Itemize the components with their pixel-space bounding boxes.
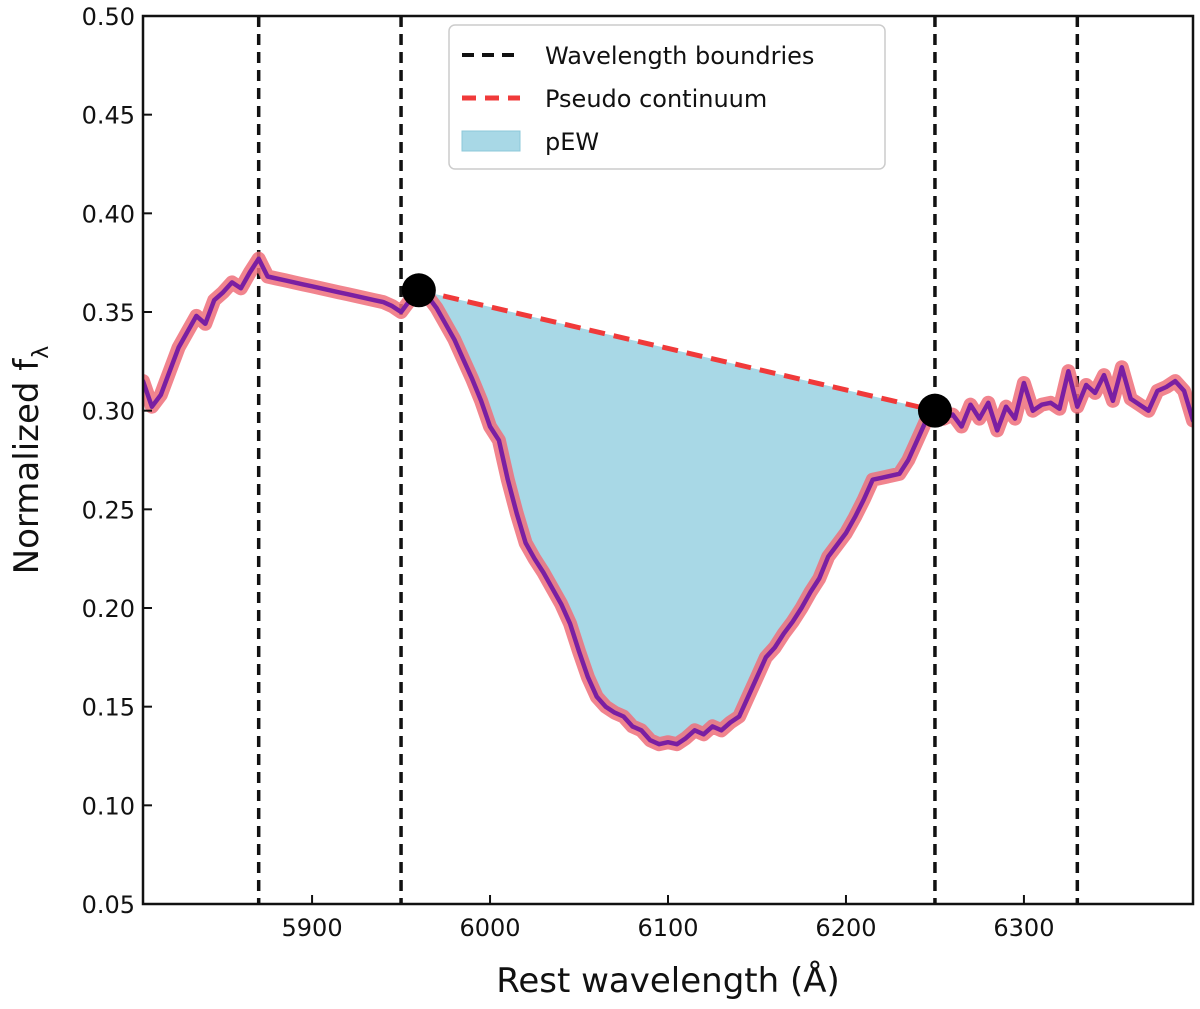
legend-continuum-label: Pseudo continuum [545,85,767,113]
boundary-lines-layer [256,16,1080,904]
y-axis-label: Normalized fλ [7,346,54,575]
spectrum-layer [143,251,1193,752]
x-axis-label: Rest wavelength (Å) [496,960,840,1001]
legend-pew-label: pEW [545,128,599,156]
x-tick-label-6300: 6300 [993,914,1054,942]
y-tick-label-6: 0.35 [82,299,135,327]
y-axis-label-main: Normalized f [7,358,47,575]
continuum-layer [401,273,952,428]
y-axis-ticks: 0.05 0.10 0.15 0.20 0.25 0.30 0.35 0.40 0.45 0.50 [82,3,152,919]
x-tick-label-5900: 5900 [282,914,343,942]
y-tick-label-2: 0.15 [82,694,135,722]
continuum-start-point [401,273,436,308]
pew-fill-layer [418,290,935,745]
legend-pew-swatch [461,130,521,152]
x-tick-label-6000: 6000 [459,914,520,942]
y-tick-label-4: 0.25 [82,496,135,524]
continuum-end-point [917,393,952,428]
x-axis-ticks: 5900 6000 6100 6200 6300 [282,895,1054,942]
y-tick-label-9: 0.50 [82,3,135,31]
y-tick-label-0: 0.05 [82,891,135,919]
pseudo-continuum-line [418,287,936,414]
y-tick-label-1: 0.10 [82,792,135,820]
legend: Wavelength boundries Pseudo continuum pE… [448,24,886,170]
y-axis-label-subscript: λ [29,346,54,359]
y-axis-label-group: Normalized fλ [7,346,54,575]
y-tick-label-3: 0.20 [82,595,135,623]
x-tick-label-6100: 6100 [637,914,698,942]
pew-region [418,290,935,745]
y-tick-label-7: 0.40 [82,200,135,228]
y-tick-label-5: 0.30 [82,398,135,426]
y-tick-label-8: 0.45 [82,102,135,130]
legend-box [448,24,886,170]
legend-boundary-label: Wavelength boundries [545,42,814,70]
spectrum-line [143,256,1193,747]
x-tick-label-6200: 6200 [815,914,876,942]
